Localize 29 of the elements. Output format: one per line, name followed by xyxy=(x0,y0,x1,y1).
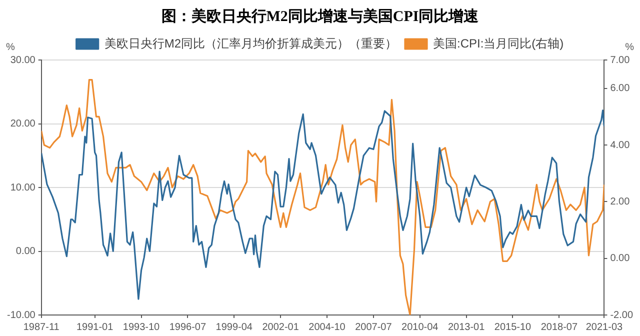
y2-tick-label: 6.00 xyxy=(610,83,630,94)
y-tick-label: 0.00 xyxy=(16,246,36,257)
legend-label: 美欧日央行M2同比（汇率月均价折算成美元）（重要） xyxy=(104,36,398,50)
y2-axis-title: % xyxy=(625,42,634,53)
legend-label: 美国:CPI:当月同比(右轴) xyxy=(433,36,564,50)
x-tick-label: 2013-01 xyxy=(448,322,486,333)
x-tick-label: 1993-10 xyxy=(122,322,160,333)
chart-title: 图：美欧日央行M2同比增速与美国CPI同比增速 xyxy=(161,6,480,25)
y2-tick-label: 0.00 xyxy=(610,253,630,264)
y-tick-label: -10.00 xyxy=(6,310,36,321)
y-tick-label: 10.00 xyxy=(10,182,36,194)
y-tick-label: 30.00 xyxy=(10,54,36,66)
x-tick-label: 1991-01 xyxy=(76,322,114,333)
y2-tick-label: 7.00 xyxy=(610,54,630,66)
y2-tick-label: 4.00 xyxy=(610,140,630,151)
x-tick-label: 2010-04 xyxy=(402,322,439,333)
x-tick-label: 2021-03 xyxy=(586,322,623,333)
x-tick-label: 2018-07 xyxy=(540,322,578,333)
x-tick-label: 2002-01 xyxy=(262,322,300,333)
y-tick-label: 20.00 xyxy=(10,118,36,130)
y-axis-title: % xyxy=(6,42,15,53)
x-tick-label: 1996-07 xyxy=(169,322,206,333)
y2-tick-label: -2.00 xyxy=(610,310,634,321)
x-tick-label: 2007-07 xyxy=(355,322,392,333)
x-tick-label: 1987-11 xyxy=(23,322,60,333)
x-tick-label: 2004-10 xyxy=(308,322,346,333)
x-tick-label: 2015-10 xyxy=(494,322,532,333)
x-tick-label: 1999-04 xyxy=(216,322,253,333)
y2-tick-label: 2.00 xyxy=(610,196,630,208)
